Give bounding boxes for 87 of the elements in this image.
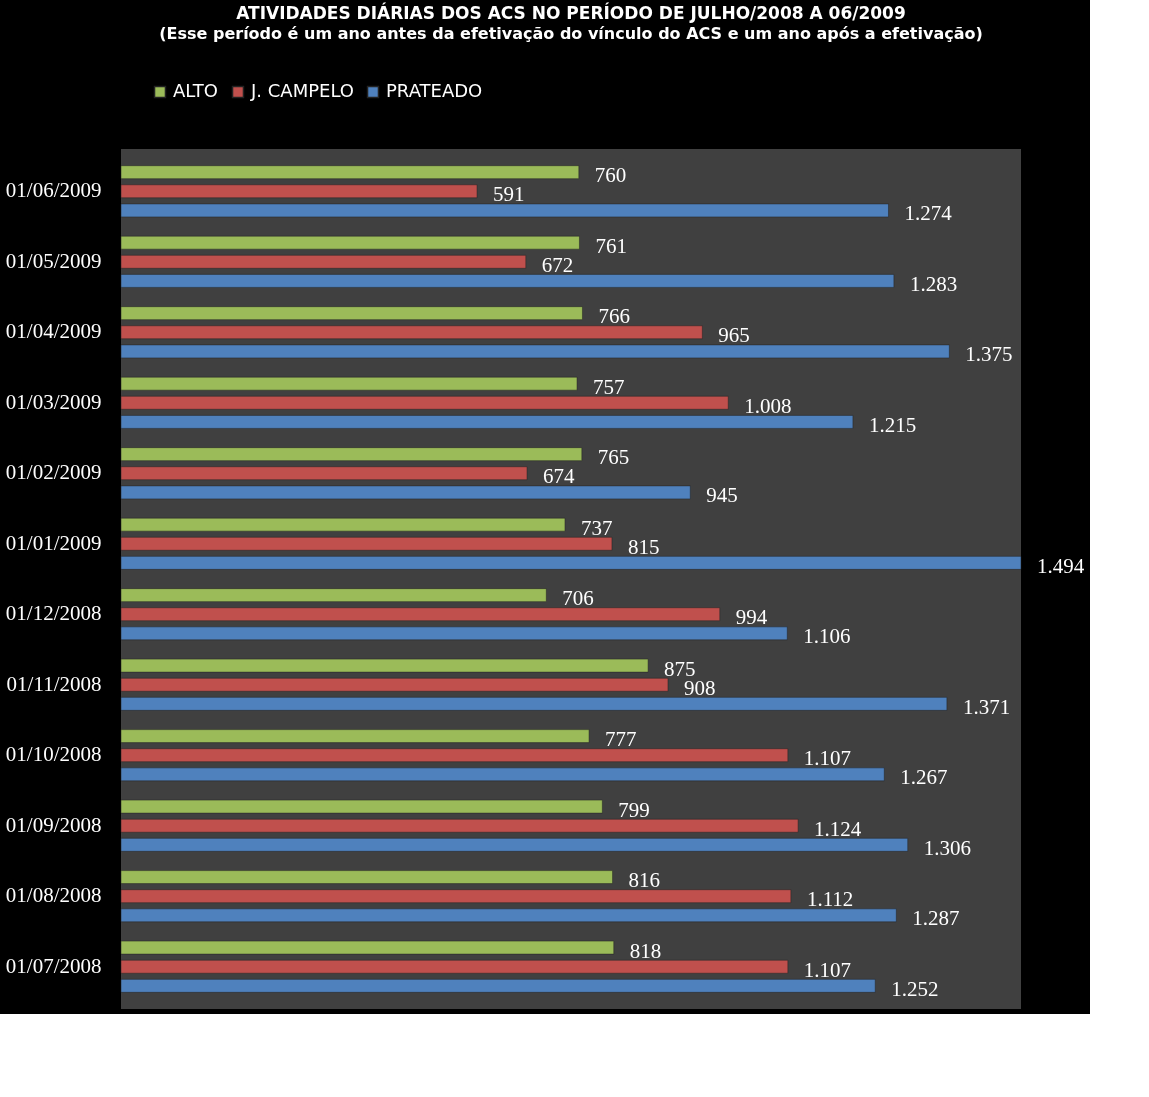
bar <box>120 517 566 532</box>
bar <box>120 626 788 641</box>
data-label: 766 <box>598 304 630 329</box>
bar <box>120 979 876 993</box>
data-label: 591 <box>493 182 525 207</box>
data-label: 674 <box>543 464 576 489</box>
chart-title: ATIVIDADES DIÁRIAS DOS ACS NO PERÍODO DE JULHO/2008 A 06/2009 <box>236 2 906 23</box>
bar <box>120 165 580 179</box>
bar <box>120 203 889 218</box>
data-label: 1.375 <box>965 342 1013 367</box>
data-label: 706 <box>562 586 594 611</box>
bar <box>120 908 897 923</box>
y-tick-label: 01/07/2008 <box>5 953 102 978</box>
y-tick-label: 01/03/2009 <box>5 389 102 414</box>
bar <box>120 767 885 782</box>
bar <box>120 344 950 359</box>
data-label: 1.215 <box>868 412 917 437</box>
y-tick-label: 01/04/2009 <box>5 319 102 344</box>
bar <box>120 818 799 833</box>
bar <box>120 376 578 391</box>
bar <box>120 396 729 410</box>
legend-label: J. CAMPELO <box>250 80 354 101</box>
bar <box>120 447 583 461</box>
data-label: 945 <box>706 483 738 508</box>
data-label: 1.008 <box>744 393 792 418</box>
data-label: 1.107 <box>803 957 852 982</box>
data-label: 737 <box>580 515 613 540</box>
data-label: 994 <box>735 605 768 630</box>
bar <box>120 537 613 551</box>
bar <box>120 658 649 673</box>
bar <box>120 838 908 852</box>
data-label: 818 <box>629 938 662 963</box>
bar <box>120 184 478 199</box>
y-tick-label: 01/10/2008 <box>5 742 102 767</box>
data-label: 1.306 <box>923 835 971 860</box>
data-label: 965 <box>718 323 750 348</box>
y-tick-label: 01/06/2009 <box>5 178 102 203</box>
bar <box>120 677 669 692</box>
bar <box>120 870 613 884</box>
data-label: 799 <box>618 797 650 822</box>
data-label: 777 <box>605 727 637 752</box>
data-label: 1.107 <box>803 746 852 771</box>
data-label: 1.124 <box>814 816 862 841</box>
legend-label: ALTO <box>173 80 219 101</box>
data-label: 815 <box>627 534 660 559</box>
bar <box>120 415 854 429</box>
y-tick-label: 01/01/2009 <box>5 530 102 555</box>
bar <box>120 940 615 955</box>
y-tick-label: 01/08/2008 <box>5 883 102 908</box>
data-label: 1.371 <box>962 694 1011 719</box>
bar <box>120 466 528 481</box>
data-label: 1.283 <box>909 271 958 296</box>
bar <box>120 274 895 288</box>
y-tick-label: 01/02/2009 <box>5 460 102 485</box>
data-label: 1.494 <box>1037 553 1085 578</box>
data-label: 1.287 <box>912 906 960 931</box>
bar <box>120 607 721 621</box>
y-tick-label: 01/11/2008 <box>6 671 102 696</box>
data-label: 672 <box>541 252 574 277</box>
bar <box>120 325 703 340</box>
y-tick-label: 01/09/2008 <box>5 812 102 837</box>
data-label: 1.252 <box>891 976 939 1001</box>
data-label: 1.267 <box>900 765 948 790</box>
data-label: 757 <box>593 374 625 399</box>
bar <box>120 748 789 762</box>
bar <box>120 588 547 602</box>
data-label: 1.112 <box>806 887 854 912</box>
data-label: 1.106 <box>803 624 851 649</box>
chart-subtitle: (Esse período é um ano antes da efetivação do vínculo do ACS e um ano após a efetivação) <box>159 24 983 43</box>
legend-label: PRATEADO <box>386 80 483 101</box>
bar <box>120 306 583 320</box>
data-label: 761 <box>595 233 627 258</box>
y-tick-label: 01/12/2008 <box>5 601 102 626</box>
data-label: 816 <box>628 868 661 893</box>
bar <box>120 729 590 743</box>
bar <box>120 697 948 711</box>
bar <box>120 556 1022 570</box>
data-label: 760 <box>594 163 627 188</box>
bar <box>120 485 691 500</box>
bar <box>120 799 603 814</box>
bar <box>120 889 792 903</box>
y-tick-label: 01/05/2009 <box>5 248 102 273</box>
bar <box>120 959 789 974</box>
data-label: 765 <box>597 445 630 470</box>
bar <box>120 235 580 250</box>
bar <box>120 255 527 269</box>
data-label: 1.274 <box>904 201 953 226</box>
